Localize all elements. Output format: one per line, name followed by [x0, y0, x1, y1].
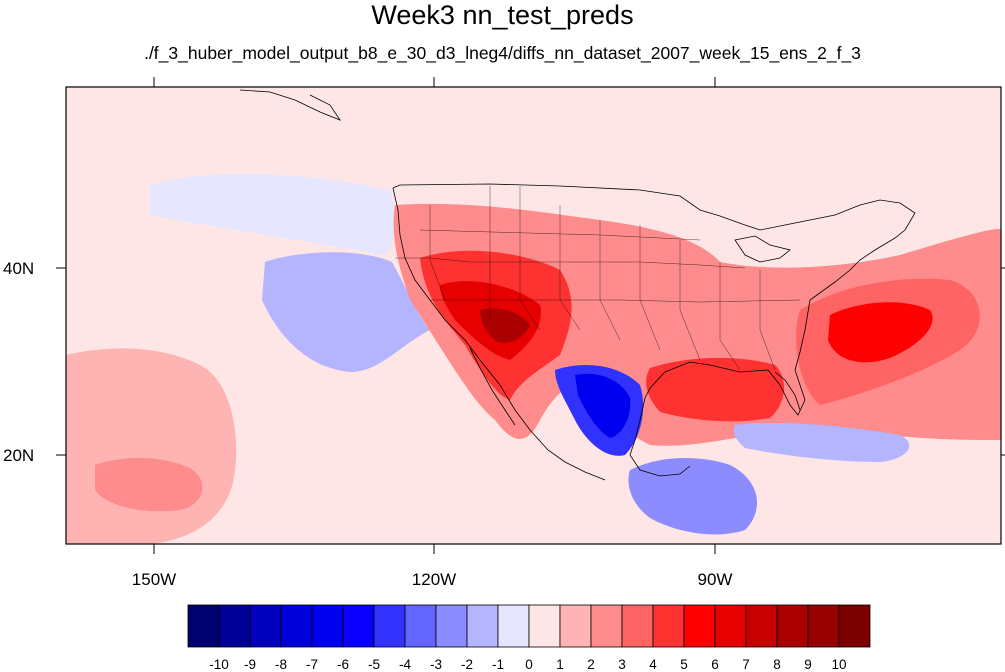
colorbar-label: 2	[587, 657, 595, 672]
central-america-cool	[628, 458, 757, 535]
colorbar-label: 1	[556, 657, 564, 672]
florida	[774, 371, 801, 411]
colorbar-label: 7	[742, 657, 750, 672]
colorbar-swatch	[652, 604, 685, 648]
colorbar-label: 6	[711, 657, 719, 672]
colorbar-label: 3	[618, 657, 626, 672]
atlantic-core	[828, 302, 933, 363]
colorbar-label: 4	[649, 657, 657, 672]
lon-tick-label-90w: 90W	[698, 570, 733, 589]
great-lakes	[734, 235, 791, 263]
mexico-gulf-coast	[629, 397, 691, 477]
colorbar-label: -10	[209, 657, 229, 672]
west-coast	[392, 187, 606, 481]
colorbar-swatch	[621, 604, 654, 648]
colorbar-swatch	[280, 604, 313, 648]
colorbar-label: -2	[461, 657, 473, 672]
colorbar-swatch	[683, 604, 716, 648]
page-title: Week3 nn_test_preds	[371, 0, 634, 30]
colorbar-label: -1	[492, 657, 504, 672]
state-borders	[395, 186, 801, 371]
map-ticks	[56, 77, 1005, 554]
colorbar-swatch	[342, 604, 375, 648]
colorbar-label: 0	[525, 657, 533, 672]
colorbar-swatch	[249, 604, 282, 648]
alaska-coast	[239, 89, 342, 121]
colorbar-swatch	[559, 604, 592, 648]
north-pacific-cool	[150, 173, 396, 255]
central-pacific-warm	[66, 348, 237, 544]
map-frame	[65, 86, 1002, 545]
colorbar-label: -3	[430, 657, 442, 672]
colorbar-swatch	[497, 604, 530, 648]
colorbar-swatch	[838, 604, 871, 648]
us-outline	[392, 183, 916, 416]
colorbar-swatch	[714, 604, 747, 648]
colorbar-label: -4	[399, 657, 411, 672]
colorbar: -10 -9 -8 -7 -6 -5 -4 -3 -2 -1 0 1 2 3 4 5 6 7 8 9 10	[187, 604, 871, 672]
coastlines	[239, 89, 916, 481]
colorbar-label: -8	[275, 657, 287, 672]
colorbar-swatch	[745, 604, 778, 648]
colorbar-swatch	[528, 604, 561, 648]
caribbean-cool	[733, 423, 910, 462]
lon-tick-label-150w: 150W	[132, 570, 176, 589]
colorbar-swatch	[435, 604, 468, 648]
colorbar-swatch	[187, 604, 220, 648]
colorbar-label: 5	[680, 657, 688, 672]
east-pacific-cool	[262, 252, 430, 372]
colorbar-swatch	[590, 604, 623, 648]
colorbar-label: -9	[244, 657, 256, 672]
colorbar-swatch	[311, 604, 344, 648]
map-field	[66, 87, 1001, 544]
colorbar-swatch	[404, 604, 437, 648]
lon-tick-label-120w: 120W	[412, 570, 456, 589]
colorbar-swatch	[218, 604, 251, 648]
colorbar-swatch	[466, 604, 499, 648]
lat-tick-label-40n: 40N	[3, 259, 34, 278]
colorbar-label: 9	[804, 657, 812, 672]
colorbar-swatch	[373, 604, 406, 648]
mexico-cool-core	[575, 373, 631, 438]
colorbar-label: 10	[831, 657, 846, 672]
colorbar-label: 8	[773, 657, 781, 672]
hawaii-warm	[95, 457, 203, 512]
baja	[469, 347, 516, 426]
subtitle: ./f_3_huber_model_output_b8_e_30_d3_lneg…	[144, 43, 861, 63]
gulf-warm	[646, 357, 785, 422]
southwest-peak	[480, 308, 530, 343]
colorbar-swatch	[776, 604, 809, 648]
colorbar-label: -7	[306, 657, 318, 672]
colorbar-swatch	[807, 604, 840, 648]
lat-tick-label-20n: 20N	[3, 446, 34, 465]
colorbar-label: -6	[337, 657, 349, 672]
colorbar-label: -5	[368, 657, 380, 672]
